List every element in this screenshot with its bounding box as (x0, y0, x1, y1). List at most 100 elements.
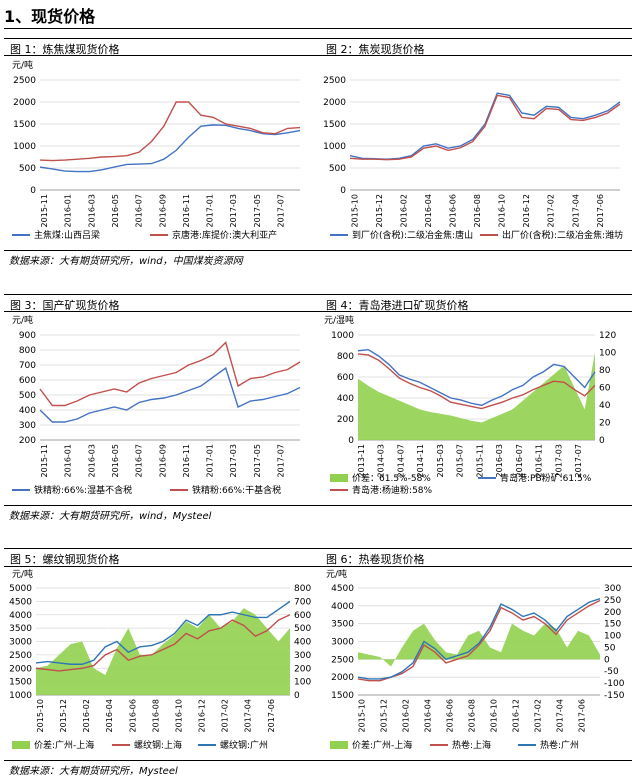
divider (4, 294, 632, 295)
y-tick-label: 800 (19, 346, 36, 356)
x-tick-label: 2016-04 (424, 194, 433, 227)
legend-label: 价差:广州-上海 (352, 739, 412, 751)
x-tick-label: 2016-10 (490, 699, 499, 732)
legend-label: 青岛港:PB粉矿:61.5% (500, 472, 592, 484)
x-tick-label: 2016-03 (87, 444, 96, 477)
x-tick-label: 2017-06 (596, 194, 605, 227)
x-tick-label: 2016-01 (64, 444, 73, 477)
y-tick-label: 0 (340, 186, 346, 196)
y-tick-label: 0 (30, 186, 36, 196)
x-tick-label: 2016-07 (515, 444, 524, 477)
series-line (39, 124, 301, 173)
x-tick-label: 2016-10 (174, 699, 183, 732)
x-tick-label: 2016-08 (473, 194, 482, 227)
legend-label: 铁精粉:66%:湿基不含税 (34, 484, 132, 496)
x-tick-label: 2016-09 (158, 194, 167, 227)
x-tick-label: 2016-02 (399, 194, 408, 227)
y-tick-label: 400 (337, 394, 354, 404)
y-tick-label: 0 (348, 436, 354, 446)
x-tick-label: 2016-06 (128, 699, 137, 732)
divider (4, 311, 632, 312)
series-area (36, 608, 290, 695)
chart-title-5: 图 5：螺纹钢现货价格 (10, 553, 120, 566)
x-tick-label: 2015-10 (350, 194, 359, 227)
y2-tick-label: 200 (294, 664, 311, 674)
x-tick-label: 2016-02 (82, 699, 91, 732)
x-tick-label: 2017-02 (534, 699, 543, 732)
source-note-3: 数据来源：大有期货研究所，Mysteel (9, 766, 178, 777)
chart-title-2: 图 2：焦炭现货价格 (326, 43, 425, 56)
series-line (35, 614, 291, 672)
y-tick-label: 2000 (9, 664, 32, 674)
y2-tick-label: 800 (294, 584, 311, 594)
legend-label: 价差：61.5%-58% (352, 472, 431, 484)
legend-label: 到厂价(含税):二级冶金焦:唐山 (352, 229, 473, 241)
y-tick-label: 4000 (331, 602, 354, 612)
y-tick-label: 1500 (323, 120, 346, 130)
legend-label: 螺纹钢:广州 (220, 739, 268, 751)
x-tick-label: 2017-03 (554, 444, 563, 477)
y-tick-label: 500 (19, 391, 36, 401)
y-tick-label: 1500 (9, 678, 32, 688)
legend-label: 热卷:上海 (452, 739, 491, 751)
y2-tick-label: 50 (604, 643, 616, 653)
y-tick-label: 200 (19, 436, 36, 446)
y-tick-label: 1500 (13, 120, 36, 130)
x-tick-label: 2016-04 (424, 699, 433, 732)
y-axis-unit: 元/吨 (12, 59, 33, 71)
y-tick-label: 600 (19, 376, 36, 386)
y-tick-label: 500 (19, 164, 36, 174)
series-line (357, 599, 601, 682)
y-tick-label: 500 (329, 164, 346, 174)
series-line (39, 101, 301, 162)
y-tick-label: 4500 (331, 584, 354, 594)
y-tick-label: 1000 (323, 142, 346, 152)
x-tick-label: 2016-07 (135, 444, 144, 477)
y2-tick-label: 250 (604, 596, 621, 606)
divider (4, 250, 632, 251)
x-tick-label: 2017-05 (253, 444, 262, 477)
y-axis-unit: 元/吨 (326, 568, 347, 580)
x-tick-label: 2015-10 (36, 699, 45, 732)
legend-swatch (330, 474, 348, 482)
x-tick-label: 2016-08 (468, 699, 477, 732)
section-heading: 1、现货价格 (4, 7, 96, 26)
legend-label: 出厂价(含税):二级冶金焦:潍坊 (502, 229, 623, 241)
x-tick-label: 2016-03 (495, 444, 504, 477)
y2-tick-label: 100 (599, 349, 616, 359)
y-tick-label: 2500 (323, 76, 346, 86)
y2-tick-label: 100 (604, 632, 621, 642)
y-tick-label: 3500 (9, 624, 32, 634)
series-line (349, 94, 621, 161)
x-tick-label: 2017-02 (221, 699, 230, 732)
x-tick-label: 2016-10 (498, 194, 507, 227)
series-line (39, 366, 301, 423)
y2-tick-label: 700 (294, 597, 311, 607)
source-note-1: 数据来源：大有期货研究所，wind，中国煤炭资源网 (9, 256, 243, 267)
x-tick-label: 2016-04 (105, 699, 114, 732)
legend-label: 螺纹钢:上海 (134, 739, 182, 751)
y2-tick-label: 120 (599, 331, 616, 341)
y2-tick-label: -100 (604, 679, 625, 689)
series-area (358, 352, 595, 440)
divider (4, 28, 632, 29)
source-note-2: 数据来源：大有期货研究所，wind，Mysteel (9, 511, 212, 522)
x-tick-label: 2016-08 (151, 699, 160, 732)
x-tick-label: 2017-02 (547, 194, 556, 227)
legend-label: 青岛港:杨迪粉:58% (352, 484, 433, 496)
y-tick-label: 1000 (331, 331, 354, 341)
x-tick-label: 2015-12 (380, 699, 389, 732)
y-tick-label: 3000 (331, 638, 354, 648)
x-tick-label: 2015-07 (456, 444, 465, 477)
x-tick-label: 2017-07 (574, 444, 583, 477)
y-tick-label: 600 (337, 373, 354, 383)
y2-tick-label: 20 (599, 419, 611, 429)
divider (4, 38, 632, 39)
x-tick-label: 2017-06 (578, 699, 587, 732)
y-tick-label: 400 (19, 406, 36, 416)
legend-swatch (330, 741, 348, 749)
y-tick-label: 3000 (9, 638, 32, 648)
y-axis-unit: 元/湿吨 (324, 314, 354, 326)
y-tick-label: 300 (19, 421, 36, 431)
